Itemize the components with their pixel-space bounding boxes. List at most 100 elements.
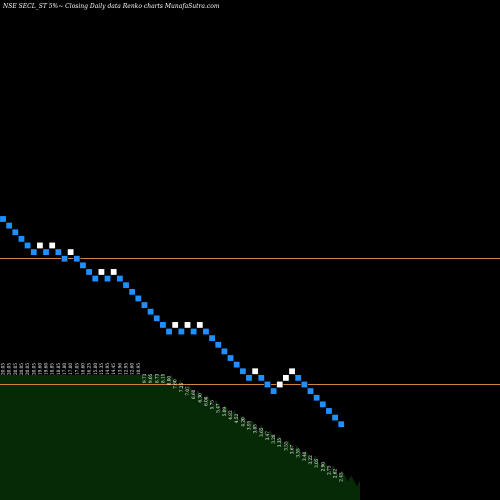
renko-brick-down	[239, 367, 247, 375]
price-label: 8.15	[160, 373, 165, 383]
price-label: 17.05	[74, 363, 79, 375]
price-label: 2.75	[326, 465, 331, 475]
price-label: 20.05	[19, 363, 24, 375]
price-label: 3.22	[308, 455, 313, 465]
price-label: 8.00	[167, 376, 172, 386]
price-label: 14.45	[111, 363, 116, 375]
renko-brick-down	[104, 275, 112, 283]
price-label: 19.60	[37, 363, 42, 375]
price-label: 4.52	[234, 414, 239, 424]
renko-brick-up	[36, 241, 44, 249]
renko-brick-down	[91, 275, 99, 283]
renko-brick-up	[251, 367, 259, 375]
price-label: 5.75	[210, 400, 215, 410]
renko-brick-down	[233, 361, 241, 369]
price-label: 19.60	[44, 363, 49, 375]
renko-brick-down	[190, 328, 198, 336]
renko-brick-down	[140, 301, 148, 309]
price-label: 18.85	[56, 363, 61, 375]
price-label: 3.35	[277, 438, 282, 448]
renko-brick-down	[257, 374, 265, 382]
renko-brick-down	[159, 321, 167, 329]
renko-brick-down	[313, 394, 321, 402]
renko-brick-up	[184, 321, 192, 329]
renko-brick-down	[177, 328, 185, 336]
price-label: 18.85	[50, 363, 55, 375]
renko-brick-down	[270, 387, 278, 395]
renko-brick-down	[300, 380, 308, 388]
renko-brick-up	[48, 241, 56, 249]
renko-brick-down	[208, 334, 216, 342]
renko-brick-down	[60, 255, 68, 263]
price-label: 3.05	[314, 458, 319, 468]
price-label: 9.73	[142, 373, 147, 383]
price-label: 20.05	[7, 363, 12, 375]
price-label: 3.28	[271, 434, 276, 444]
renko-brick-down	[325, 407, 333, 415]
renko-brick-down	[214, 341, 222, 349]
price-label: 3.40	[302, 451, 307, 461]
price-label: 7.07	[185, 386, 190, 396]
price-label: 5.09	[222, 407, 227, 417]
renko-brick-up	[196, 321, 204, 329]
volume-area	[0, 374, 360, 500]
price-label: 4.20	[240, 417, 245, 427]
renko-brick-down	[245, 374, 253, 382]
price-label: 14.95	[105, 363, 110, 375]
price-label: 3.55	[296, 448, 301, 458]
price-label: 20.05	[1, 363, 6, 375]
price-label: 3.95	[247, 420, 252, 430]
price-label: 5.47	[216, 403, 221, 413]
price-label: 7.25	[179, 383, 184, 393]
renko-brick-down	[337, 420, 345, 428]
renko-brick-down	[85, 268, 93, 276]
price-label: 16.60	[80, 363, 85, 375]
price-label: 2.45	[339, 472, 344, 482]
price-label: 10.95	[136, 363, 141, 375]
renko-brick-up	[67, 248, 75, 256]
price-label: 3.65	[259, 427, 264, 437]
renko-brick-down	[263, 380, 271, 388]
price-label: 13.96	[117, 363, 122, 375]
renko-brick-down	[73, 255, 81, 263]
price-label: 3.67	[290, 444, 295, 454]
price-labels: 20.05 20.05 20.05 20.05 20.05 20.05 19.60 19.60…	[1, 363, 344, 482]
renko-brick-down	[17, 235, 25, 243]
price-label: 6.30	[197, 393, 202, 403]
price-label: 7.60	[173, 379, 178, 389]
renko-brick-down	[11, 228, 19, 236]
price-label: 12.60	[130, 363, 135, 375]
renko-brick-down	[227, 354, 235, 362]
price-label: 3.85	[253, 424, 258, 434]
renko-brick-down	[147, 308, 155, 316]
renko-brick-down	[202, 328, 210, 336]
renko-brick-down	[331, 414, 339, 422]
price-label: 8.73	[154, 373, 159, 383]
renko-brick-down	[122, 281, 130, 289]
renko-brick-down	[42, 248, 50, 256]
renko-brick-up	[276, 380, 284, 388]
price-label: 16.25	[87, 363, 92, 375]
renko-brick-up	[288, 367, 296, 375]
price-label: 20.05	[25, 363, 30, 375]
chart-title: NSE SECL_ST 5%~ Closing Daily data Renko…	[2, 3, 220, 10]
price-label: 2.62	[333, 469, 338, 479]
renko-brick-down	[24, 241, 32, 249]
renko-brick-down	[319, 400, 327, 408]
price-label: 20.05	[13, 363, 18, 375]
price-label: 15.35	[99, 363, 104, 375]
price-label: 17.80	[68, 363, 73, 375]
renko-brick-down	[153, 314, 161, 322]
renko-brick-down	[306, 387, 314, 395]
renko-bricks	[0, 215, 345, 428]
renko-brick-down	[220, 347, 228, 355]
renko-brick-down	[294, 374, 302, 382]
renko-brick-down	[30, 248, 38, 256]
renko-brick-down	[54, 248, 62, 256]
renko-brick-down	[116, 275, 124, 283]
price-label: 17.80	[62, 363, 67, 375]
price-label: 12.95	[124, 363, 129, 375]
renko-brick-down	[5, 222, 13, 230]
renko-brick-down	[128, 288, 136, 296]
renko-brick-down	[134, 294, 142, 302]
